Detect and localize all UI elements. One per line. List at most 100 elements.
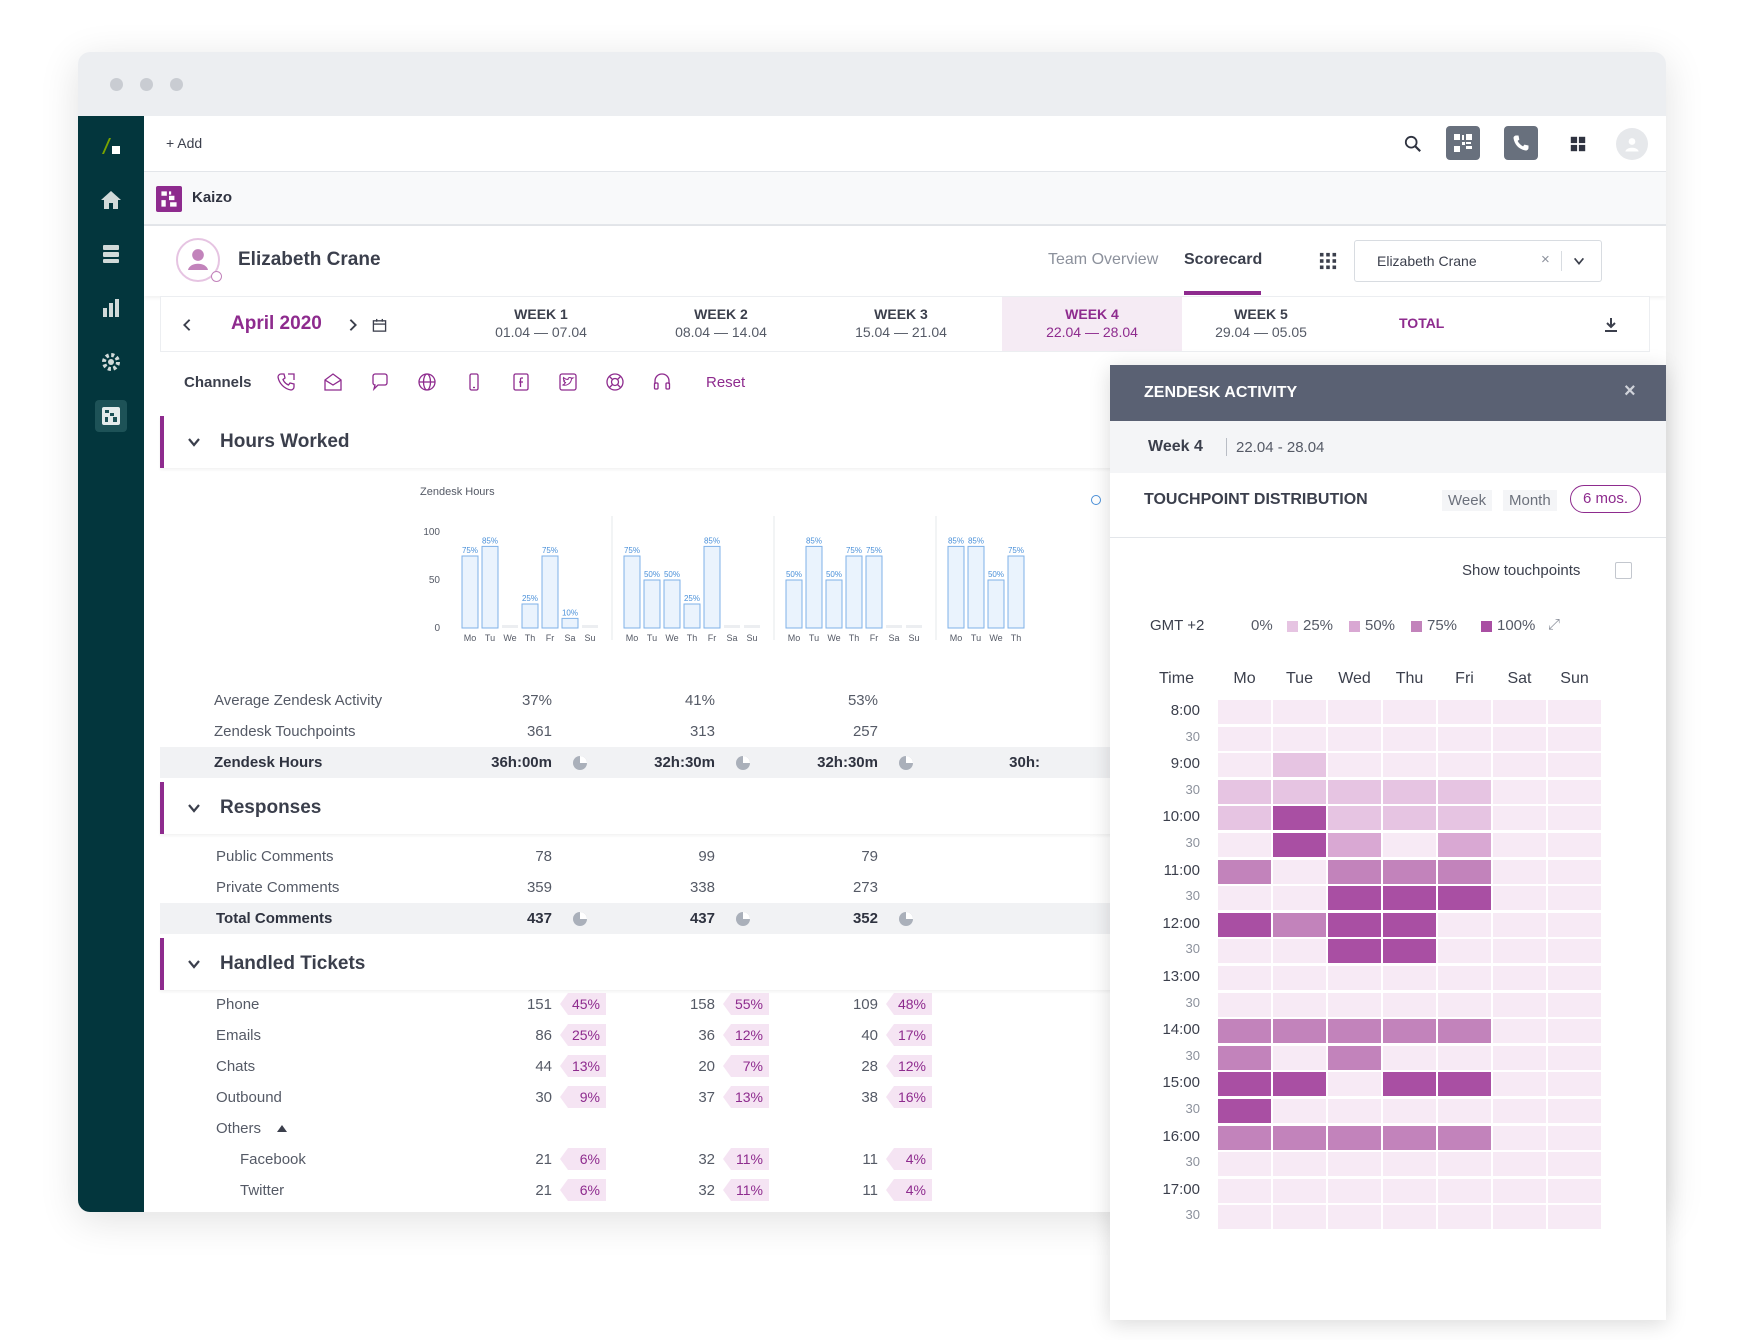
heatmap-cell[interactable] — [1273, 966, 1326, 990]
heatmap-cell[interactable] — [1548, 966, 1601, 990]
heatmap-cell[interactable] — [1218, 1045, 1271, 1070]
heatmap-cell[interactable] — [1493, 1099, 1546, 1123]
heatmap-cell[interactable] — [1548, 700, 1601, 724]
heatmap-cell[interactable] — [1328, 966, 1381, 990]
heatmap-cell[interactable] — [1383, 966, 1436, 990]
heatmap-cell[interactable] — [1383, 886, 1436, 911]
search-icon[interactable] — [1399, 130, 1427, 158]
collapse-chevron-icon[interactable] — [186, 800, 202, 816]
heatmap-cell[interactable] — [1273, 833, 1326, 857]
heatmap-cell[interactable] — [1218, 1072, 1271, 1097]
heatmap-cell[interactable] — [1438, 1152, 1491, 1177]
calendar-icon[interactable] — [365, 311, 393, 339]
heatmap-cell[interactable] — [1438, 1178, 1491, 1203]
heatmap-cell[interactable] — [1383, 1152, 1436, 1177]
grid-view-icon[interactable] — [1314, 247, 1342, 275]
heatmap-cell[interactable] — [1438, 753, 1491, 778]
pie-chart-icon[interactable] — [572, 755, 588, 771]
heatmap-cell[interactable] — [1383, 912, 1436, 937]
heatmap-cell[interactable] — [1438, 806, 1491, 831]
prev-month-chevron-icon[interactable] — [173, 311, 201, 339]
heatmap-cell[interactable] — [1438, 1072, 1491, 1097]
heatmap-cell[interactable] — [1218, 806, 1271, 831]
heatmap-cell[interactable] — [1218, 833, 1271, 857]
facebook-icon[interactable] — [507, 368, 535, 396]
heatmap-cell[interactable] — [1548, 992, 1601, 1017]
heatmap-cell[interactable] — [1328, 779, 1381, 804]
heatmap-cell[interactable] — [1438, 833, 1491, 857]
heatmap-cell[interactable] — [1548, 1205, 1601, 1230]
heatmap-cell[interactable] — [1218, 912, 1271, 937]
heatmap-cell[interactable] — [1328, 753, 1381, 778]
heatmap-cell[interactable] — [1273, 939, 1326, 964]
heatmap-cell[interactable] — [1273, 1205, 1326, 1230]
zendesk-logo-icon[interactable] — [95, 130, 127, 162]
web-icon[interactable] — [413, 368, 441, 396]
heatmap-cell[interactable] — [1548, 779, 1601, 804]
heatmap-cell[interactable] — [1328, 833, 1381, 857]
kaizo-app-icon[interactable] — [95, 400, 127, 432]
heatmap-cell[interactable] — [1383, 779, 1436, 804]
window-minimize-dot[interactable] — [140, 78, 153, 91]
settings-gear-icon[interactable] — [95, 346, 127, 378]
reporting-icon[interactable] — [95, 292, 127, 324]
agent-select[interactable]: Elizabeth Crane × — [1354, 240, 1602, 282]
heatmap-cell[interactable] — [1328, 1099, 1381, 1123]
heatmap-cell[interactable] — [1328, 1178, 1381, 1203]
total-column[interactable]: TOTAL — [1399, 315, 1445, 331]
caret-up-icon[interactable] — [277, 1125, 287, 1133]
heatmap-cell[interactable] — [1548, 1072, 1601, 1097]
kaizo-qr-icon[interactable] — [1446, 126, 1480, 160]
heatmap-cell[interactable] — [1548, 1178, 1601, 1203]
clear-select-icon[interactable]: × — [1541, 251, 1550, 268]
heatmap-cell[interactable] — [1273, 992, 1326, 1017]
heatmap-cell[interactable] — [1493, 700, 1546, 724]
heatmap-cell[interactable] — [1438, 1125, 1491, 1150]
heatmap-cell[interactable] — [1383, 939, 1436, 964]
heatmap-cell[interactable] — [1218, 1205, 1271, 1230]
heatmap-cell[interactable] — [1218, 726, 1271, 751]
heatmap-cell[interactable] — [1438, 886, 1491, 911]
heatmap-cell[interactable] — [1383, 992, 1436, 1017]
tab-scorecard[interactable]: Scorecard — [1184, 251, 1263, 268]
close-icon[interactable]: × — [1624, 380, 1636, 402]
heatmap-cell[interactable] — [1273, 1178, 1326, 1203]
heatmap-cell[interactable] — [1218, 992, 1271, 1017]
heatmap-cell[interactable] — [1218, 779, 1271, 804]
heatmap-cell[interactable] — [1493, 726, 1546, 751]
range-week-button[interactable]: Week — [1442, 490, 1493, 511]
heatmap-cell[interactable] — [1548, 1152, 1601, 1177]
add-button[interactable]: + Add — [166, 135, 203, 151]
heatmap-cell[interactable] — [1493, 859, 1546, 884]
table-row-expandable[interactable]: Others — [160, 1113, 1650, 1144]
heatmap-cell[interactable] — [1273, 726, 1326, 751]
heatmap-cell[interactable] — [1438, 859, 1491, 884]
heatmap-cell[interactable] — [1328, 1205, 1381, 1230]
heatmap-cell[interactable] — [1548, 1019, 1601, 1044]
heatmap-cell[interactable] — [1548, 1045, 1601, 1070]
heatmap-cell[interactable] — [1438, 779, 1491, 804]
heatmap-cell[interactable] — [1273, 1045, 1326, 1070]
avatar-dropdown-icon[interactable] — [211, 271, 222, 282]
heatmap-cell[interactable] — [1218, 1099, 1271, 1123]
heatmap-cell[interactable] — [1328, 1019, 1381, 1044]
heatmap-cell[interactable] — [1438, 726, 1491, 751]
heatmap-cell[interactable] — [1218, 1019, 1271, 1044]
heatmap-cell[interactable] — [1438, 966, 1491, 990]
next-month-chevron-icon[interactable] — [339, 311, 367, 339]
heatmap-cell[interactable] — [1383, 1072, 1436, 1097]
download-icon[interactable] — [1597, 311, 1625, 339]
heatmap-cell[interactable] — [1493, 1072, 1546, 1097]
heatmap-cell[interactable] — [1328, 912, 1381, 937]
range-6-months-button[interactable]: 6 mos. — [1570, 485, 1642, 513]
heatmap-cell[interactable] — [1218, 1125, 1271, 1150]
window-maximize-dot[interactable] — [170, 78, 183, 91]
apps-grid-icon[interactable] — [1564, 130, 1592, 158]
chat-icon[interactable] — [366, 368, 394, 396]
heatmap-cell[interactable] — [1328, 886, 1381, 911]
heatmap-cell[interactable] — [1273, 1125, 1326, 1150]
heatmap-cell[interactable] — [1438, 1045, 1491, 1070]
heatmap-cell[interactable] — [1383, 833, 1436, 857]
headset-icon[interactable] — [648, 368, 676, 396]
heatmap-cell[interactable] — [1218, 966, 1271, 990]
